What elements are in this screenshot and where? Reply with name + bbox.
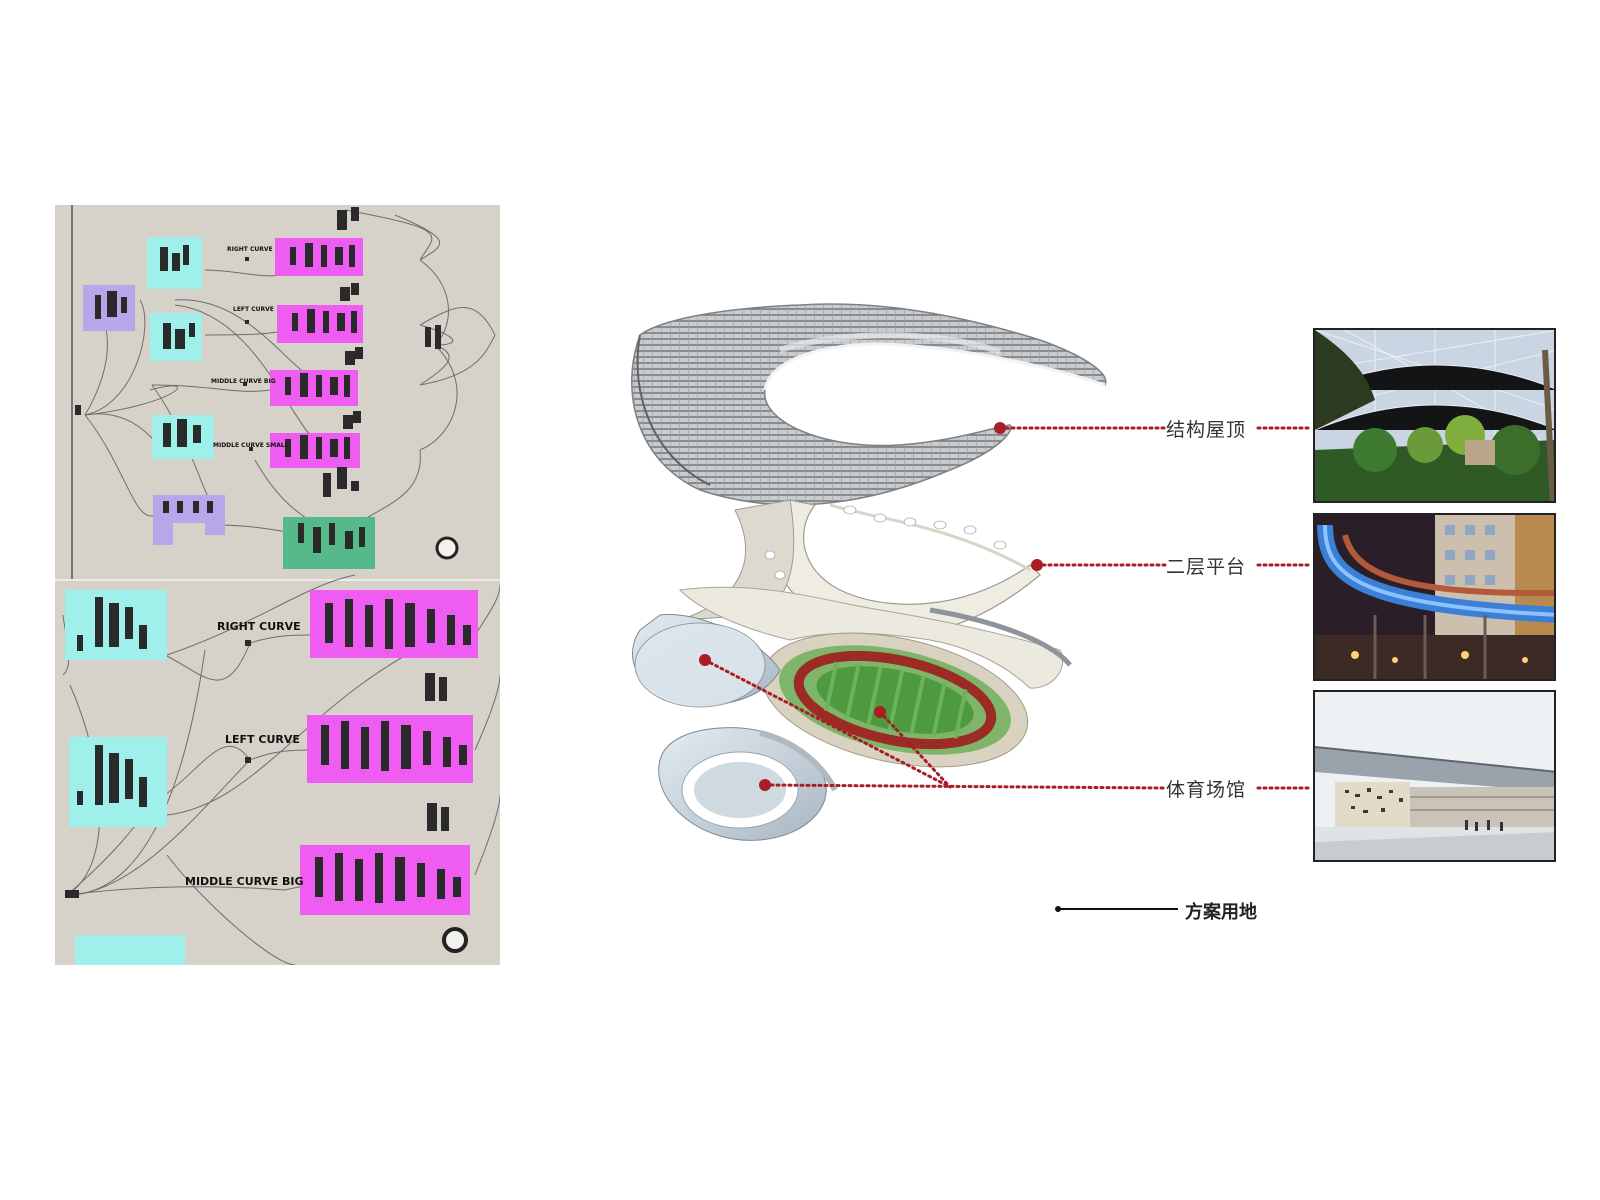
stadium-exterior-photo xyxy=(1313,690,1556,862)
upper-label-middle-curve-small: MIDDLE CURVE SMALL xyxy=(213,442,289,449)
group-cyan[interactable] xyxy=(75,935,185,965)
leader-lines xyxy=(703,426,1312,790)
label-sports-venue: 体育场馆 xyxy=(1166,779,1247,801)
structural-roof-shell xyxy=(631,303,1107,506)
group-right-curve[interactable] xyxy=(275,238,363,276)
label-second-floor-platform: 二层平台 xyxy=(1166,556,1247,578)
dial-icon xyxy=(442,927,468,953)
upper-label-right-curve: RIGHT CURVE xyxy=(227,246,273,253)
leader-dots xyxy=(699,422,1043,791)
upper-label-middle-curve-big: MIDDLE CURVE BIG xyxy=(211,378,276,385)
group-left-curve[interactable] xyxy=(277,305,363,343)
label-structural-roof: 结构屋顶 xyxy=(1166,419,1247,441)
grasshopper-canvas: RIGHT CURVE LEFT CURVE MIDDLE CURVE BIG … xyxy=(55,205,501,966)
group-middle-curve-big[interactable] xyxy=(270,370,358,406)
lower-label-left-curve: LEFT CURVE xyxy=(225,733,300,746)
upper-label-left-curve: LEFT CURVE xyxy=(233,306,274,313)
site-legend-line xyxy=(1055,906,1178,912)
group-purple[interactable] xyxy=(205,523,225,535)
glass-dome-garden-photo xyxy=(1313,328,1556,503)
stadium-canopy xyxy=(678,586,1072,689)
dial-icon xyxy=(435,536,459,560)
lower-label-right-curve: RIGHT CURVE xyxy=(217,620,301,633)
stadium-bowl xyxy=(761,632,1029,768)
elevated-walkway-night-photo xyxy=(1313,513,1556,681)
group-purple[interactable] xyxy=(153,523,173,545)
lower-label-middle-curve-big: MIDDLE CURVE BIG xyxy=(185,875,304,888)
grasshopper-definition-panel: RIGHT CURVE LEFT CURVE MIDDLE CURVE BIG … xyxy=(55,205,501,966)
site-legend-label: 方案用地 xyxy=(1185,902,1257,923)
